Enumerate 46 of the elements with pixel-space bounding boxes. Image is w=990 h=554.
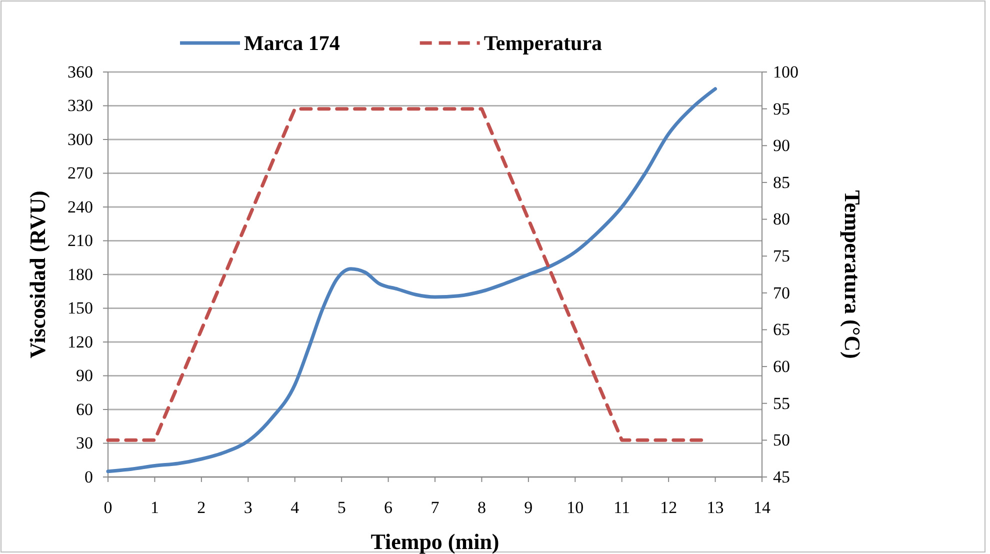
x-tick-label: 13 [706, 498, 724, 518]
y2-tick-label: 60 [773, 356, 790, 376]
y-tick-label: 360 [68, 62, 93, 82]
x-axis-title: Tiempo (min) [370, 529, 500, 554]
y-tick-label: 210 [68, 231, 93, 250]
legend-label: Marca 174 [244, 31, 340, 55]
x-tick-label: 5 [337, 498, 346, 518]
x-tick-label: 1 [150, 498, 159, 518]
x-tick-label: 4 [290, 498, 300, 518]
x-tick-label: 6 [384, 498, 393, 518]
y-tick-label: 240 [68, 197, 93, 216]
x-tick-label: 11 [614, 498, 630, 518]
y2-tick-label: 80 [773, 210, 790, 229]
y-tick-label: 270 [68, 164, 93, 183]
y2-tick-label: 85 [773, 172, 790, 192]
x-tick-label: 3 [244, 498, 252, 518]
y2-tick-label: 70 [773, 283, 790, 302]
x-tick-label: 14 [754, 498, 771, 518]
y2-tick-label: 50 [773, 430, 790, 450]
y2-tick-label: 100 [773, 62, 798, 82]
y-tick-label: 300 [68, 130, 93, 149]
y2-tick-label: 90 [773, 136, 790, 156]
x-tick-label: 2 [197, 498, 206, 518]
y-axis-title: Viscosidad (RVU) [25, 190, 50, 358]
line-series [106, 87, 718, 474]
y-tick-label: 150 [68, 298, 93, 318]
y-tick-label: 30 [76, 434, 93, 453]
y-tick-label: 0 [84, 467, 93, 486]
y2-tick-label: 75 [773, 246, 790, 266]
y2-tick-label: 45 [773, 467, 790, 486]
y2-tick-label: 95 [773, 99, 790, 118]
legend-label: Temperatura [484, 31, 603, 55]
x-tick-label: 10 [566, 498, 584, 518]
y2-tick-label: 65 [773, 320, 790, 340]
y-tick-label: 180 [68, 264, 93, 284]
x-tick-label: 9 [524, 498, 533, 518]
y-tick-label: 90 [76, 366, 93, 386]
x-tick-label: 8 [477, 498, 486, 518]
x-tick-label: 12 [660, 498, 678, 518]
y-tick-label: 60 [76, 400, 93, 419]
y2-tick-label: 55 [773, 394, 790, 413]
y-tick-label: 330 [68, 96, 93, 116]
y2-axis-title: Temperatura (°C) [840, 190, 865, 359]
y-tick-label: 120 [68, 332, 93, 352]
x-tick-label: 7 [430, 498, 440, 518]
x-tick-label: 0 [104, 498, 112, 518]
